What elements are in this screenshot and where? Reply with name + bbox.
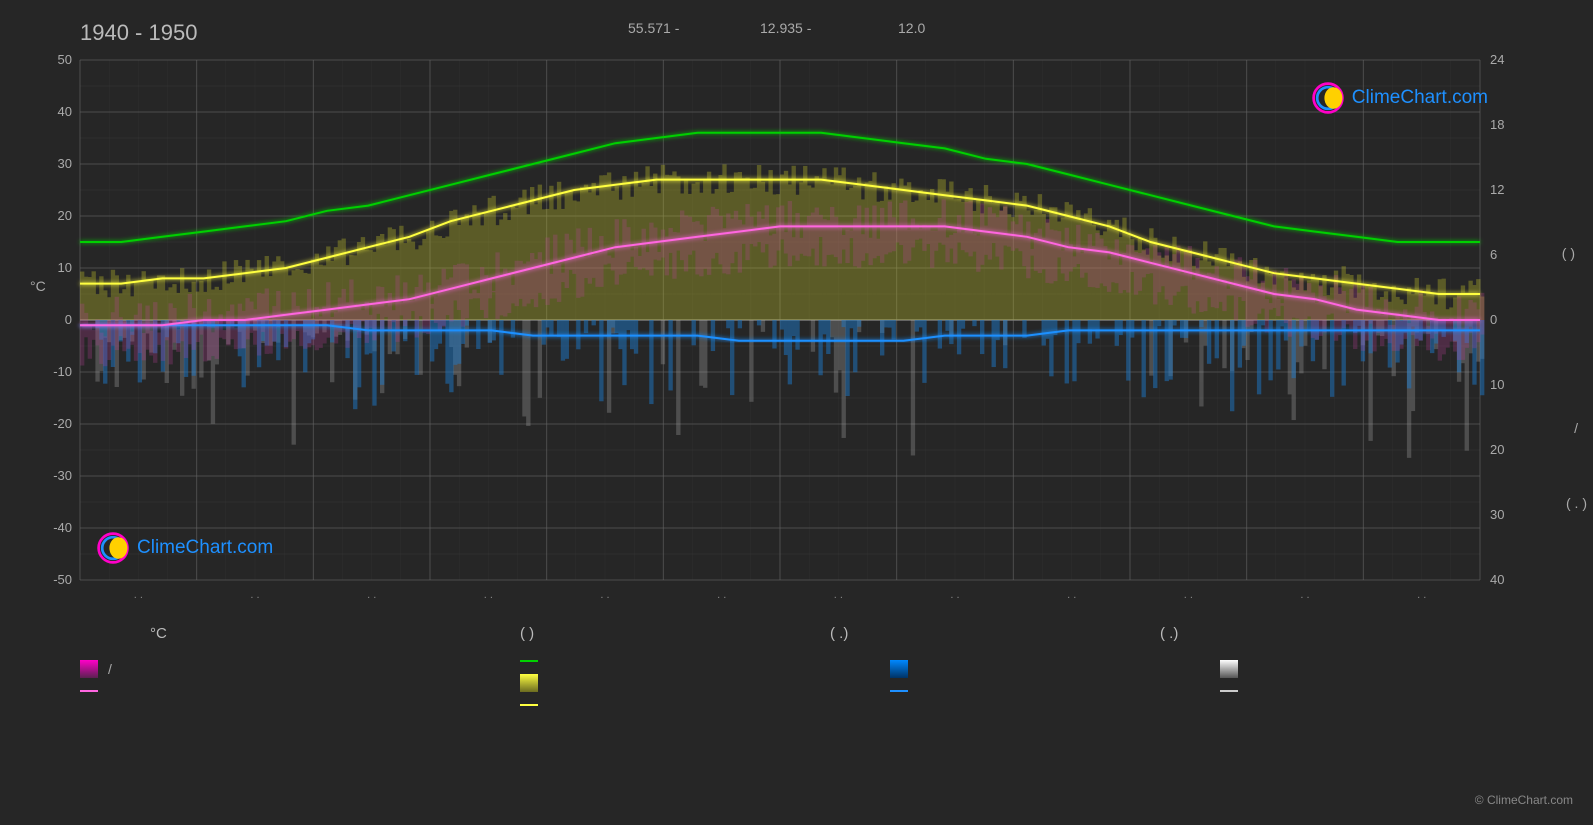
legend-header-2: ( ) [520, 625, 830, 642]
legend-column [890, 660, 1220, 706]
svg-text:. .: . . [717, 589, 726, 601]
legend-item [1220, 660, 1480, 678]
svg-text:12: 12 [1490, 182, 1504, 197]
legend-column [1220, 660, 1480, 706]
legend-item [520, 704, 890, 706]
header-lon: 12.935 - [760, 20, 811, 36]
copyright-text: © ClimeChart.com [1475, 793, 1573, 807]
y-right-slash: / [1574, 420, 1578, 436]
legend-item [520, 660, 890, 662]
legend-swatch [890, 660, 908, 678]
svg-text:. .: . . [1184, 589, 1193, 601]
legend-item [80, 690, 520, 692]
svg-text:30: 30 [1490, 507, 1504, 522]
svg-text:0: 0 [1490, 312, 1497, 327]
svg-text:-40: -40 [53, 520, 72, 535]
header-lat: 55.571 - [628, 20, 679, 36]
legend-item: / [80, 660, 520, 678]
legend-column [520, 660, 890, 706]
legend-swatch [80, 690, 98, 692]
legend-swatch [80, 660, 98, 678]
svg-text:. .: . . [484, 589, 493, 601]
svg-text:10: 10 [1490, 377, 1504, 392]
svg-text:30: 30 [58, 156, 72, 171]
svg-text:6: 6 [1490, 247, 1497, 262]
brand-logo-top: ClimeChart.com [1310, 80, 1488, 116]
chart-plot-area: -50-40-30-20-100102030405024181260102030… [80, 60, 1480, 580]
legend-item [890, 660, 1220, 678]
y-right-paren2: ( . ) [1566, 495, 1587, 511]
legend-label: / [108, 661, 112, 677]
svg-text:40: 40 [58, 104, 72, 119]
y-right-paren: ( ) [1562, 245, 1575, 261]
svg-text:. .: . . [950, 589, 959, 601]
svg-text:. .: . . [367, 589, 376, 601]
svg-text:. .: . . [834, 589, 843, 601]
legend-header-4: ( .) [1160, 625, 1178, 642]
svg-text:18: 18 [1490, 117, 1504, 132]
svg-text:. .: . . [134, 589, 143, 601]
svg-text:20: 20 [1490, 442, 1504, 457]
svg-text:-20: -20 [53, 416, 72, 431]
svg-text:0: 0 [65, 312, 72, 327]
brand-logo-bottom: ClimeChart.com [95, 530, 273, 566]
svg-text:20: 20 [58, 208, 72, 223]
legend-swatch [890, 690, 908, 692]
header-elev: 12.0 [898, 20, 925, 36]
svg-text:40: 40 [1490, 572, 1504, 587]
svg-text:. .: . . [1417, 589, 1426, 601]
svg-text:50: 50 [58, 52, 72, 67]
svg-text:. .: . . [1300, 589, 1309, 601]
legend-item [1220, 690, 1480, 692]
legend-item [520, 674, 890, 692]
brand-text-top: ClimeChart.com [1352, 87, 1488, 109]
svg-text:. .: . . [1067, 589, 1076, 601]
legend-swatch [1220, 690, 1238, 692]
svg-text:. .: . . [250, 589, 259, 601]
legend-header-3: ( .) [830, 625, 1160, 642]
legend-swatch [520, 704, 538, 706]
y-left-axis-label: °C [30, 278, 46, 294]
legend-swatch [520, 674, 538, 692]
svg-text:-50: -50 [53, 572, 72, 587]
legend-column: / [80, 660, 520, 706]
svg-text:10: 10 [58, 260, 72, 275]
legend-swatch [1220, 660, 1238, 678]
legend-swatch [520, 660, 538, 662]
chart-title: 1940 - 1950 [80, 20, 197, 46]
legend-header-1: °C [150, 625, 520, 642]
legend-item [890, 690, 1220, 692]
svg-text:24: 24 [1490, 52, 1504, 67]
brand-text-bottom: ClimeChart.com [137, 537, 273, 559]
svg-text:-10: -10 [53, 364, 72, 379]
svg-text:-30: -30 [53, 468, 72, 483]
svg-text:. .: . . [600, 589, 609, 601]
legend: °C ( ) ( .) ( .) / [80, 625, 1480, 706]
